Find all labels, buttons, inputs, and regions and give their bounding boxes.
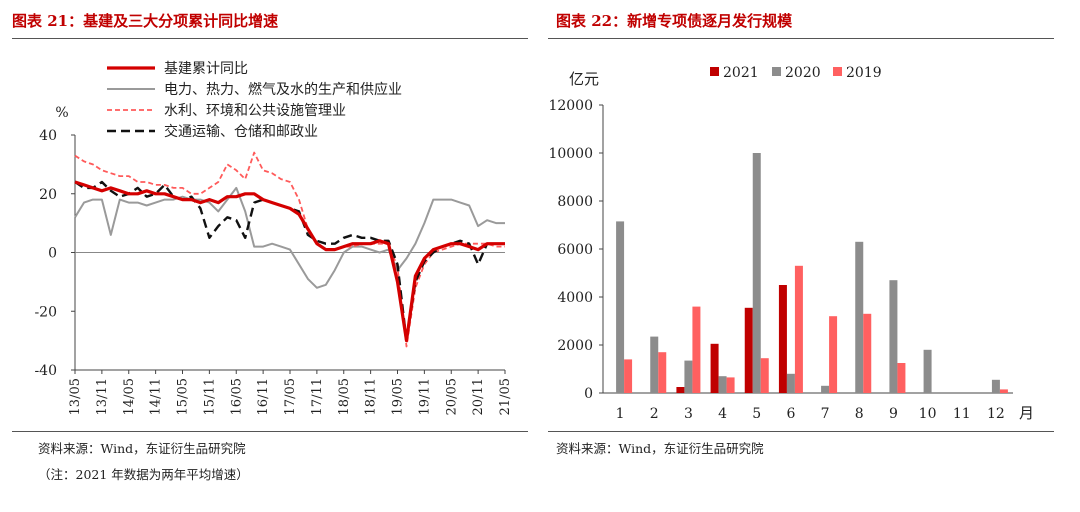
right-bar: [821, 385, 830, 393]
left-x-tick-label: 19/11: [417, 378, 432, 415]
right-y-tick-label: 4000: [557, 290, 593, 306]
right-bar: [616, 221, 625, 393]
left-footnote: （注：2021 年数据为两年平均增速）: [38, 467, 249, 482]
right-x-tick-label: 4: [718, 406, 727, 422]
left-y-tick-label: 0: [48, 246, 57, 262]
right-title-rule: [548, 38, 1054, 39]
left-x-tick-label: 16/05: [229, 378, 244, 415]
right-y-tick-label: 10000: [548, 146, 593, 162]
right-bar: [684, 360, 693, 393]
right-x-axis-unit: 月: [1019, 404, 1034, 422]
right-chart-title: 图表 22：新增专项债逐月发行规模: [556, 12, 793, 30]
left-x-tick-label: 17/05: [283, 378, 298, 415]
left-x-tick-label: 13/11: [95, 378, 110, 415]
left-legend-label: 基建累计同比: [164, 60, 248, 77]
left-y-tick-label: -20: [34, 304, 57, 320]
right-bar: [829, 316, 838, 393]
left-series-line: [74, 180, 505, 343]
right-legend-label: 2019: [846, 65, 882, 81]
right-bar: [760, 358, 769, 393]
right-source-rule: [548, 431, 1054, 432]
right-legend-swatch: [833, 67, 842, 76]
right-bar: [991, 379, 1000, 393]
left-source-rule: [12, 431, 528, 432]
right-legend-swatch: [772, 67, 781, 76]
right-bar: [999, 389, 1008, 393]
right-bar: [794, 265, 803, 393]
right-bar: [744, 307, 753, 393]
left-x-tick-label: 20/11: [471, 378, 486, 415]
left-x-tick-label: 15/05: [176, 378, 191, 415]
right-y-tick-label: 12000: [548, 98, 593, 114]
left-x-tick-label: 14/11: [149, 378, 164, 415]
left-y-tick-label: -40: [34, 363, 57, 379]
left-series-line: [74, 186, 505, 289]
left-x-tick-label: 18/05: [337, 378, 352, 415]
right-bar: [658, 352, 667, 393]
right-bar: [889, 280, 898, 393]
left-y-tick-label: 40: [39, 128, 57, 144]
left-x-tick-label: 20/05: [444, 378, 459, 415]
right-x-tick-label: 3: [684, 406, 693, 422]
right-bar: [676, 387, 685, 393]
right-bar: [692, 306, 701, 393]
left-x-tick-label: 15/11: [202, 378, 217, 415]
right-y-tick-label: 8000: [557, 194, 593, 210]
right-bar: [726, 377, 735, 393]
right-bar: [650, 336, 659, 393]
right-y-tick-label: 2000: [557, 338, 593, 354]
right-bar: [710, 343, 719, 393]
right-bar: [624, 359, 633, 393]
right-x-tick-label: 11: [953, 406, 971, 422]
left-x-tick-label: 19/05: [391, 378, 406, 415]
left-title-rule: [12, 38, 528, 39]
right-source-note: 资料来源：Wind，东证衍生品研究院: [556, 441, 764, 456]
right-bar: [752, 153, 761, 393]
right-x-tick-label: 7: [821, 406, 830, 422]
right-x-tick-label: 9: [889, 406, 898, 422]
right-legend-swatch: [710, 67, 719, 76]
right-bar: [863, 313, 872, 393]
right-x-tick-label: 12: [987, 406, 1005, 422]
left-chart-title: 图表 21：基建及三大分项累计同比增速: [12, 12, 279, 30]
left-legend-label: 交通运输、仓储和邮政业: [164, 123, 318, 140]
right-x-tick-label: 10: [919, 406, 937, 422]
right-x-tick-label: 1: [616, 406, 625, 422]
left-legend-label: 水利、环境和公共设施管理业: [164, 103, 346, 119]
right-x-tick-label: 2: [650, 406, 659, 422]
right-bar: [778, 285, 787, 393]
left-x-tick-label: 13/05: [68, 378, 83, 415]
left-x-tick-label: 17/11: [310, 378, 325, 415]
right-bar: [718, 376, 727, 393]
left-line-chart: -40 -20 0 20 40% 13/05 13/11 14/05 14/11 15/05 15/…: [34, 60, 513, 415]
right-bar: [897, 363, 906, 393]
left-x-tick-label: 21/05: [498, 378, 513, 415]
left-legend-label: 电力、热力、燃气及水的生产和供应业: [164, 81, 402, 98]
right-legend-label: 2021: [723, 65, 759, 81]
left-x-tick-label: 18/11: [364, 378, 379, 415]
right-y-tick-label: 6000: [557, 242, 593, 258]
right-x-tick-label: 5: [752, 406, 761, 422]
left-series-line: [74, 151, 505, 348]
right-bar: [786, 373, 795, 393]
left-series-line: [74, 180, 505, 342]
right-x-tick-label: 6: [786, 406, 795, 422]
right-bar: [855, 241, 864, 393]
left-y-tick-label: 20: [39, 187, 57, 203]
right-y-tick-label: 0: [584, 386, 593, 402]
right-x-tick-label: 8: [855, 406, 864, 422]
right-legend-label: 2020: [785, 65, 821, 81]
left-x-tick-label: 16/11: [256, 378, 271, 415]
left-y-axis-unit: %: [55, 105, 68, 121]
right-bar: [923, 349, 932, 393]
left-x-tick-label: 14/05: [122, 378, 137, 415]
left-source-note: 资料来源：Wind，东证衍生品研究院: [38, 441, 246, 456]
right-y-axis-unit: 亿元: [569, 70, 599, 88]
